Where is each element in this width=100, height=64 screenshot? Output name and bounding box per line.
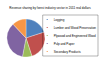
svg-text:Plywood and Engineered Wood: Plywood and Engineered Wood [54, 34, 96, 38]
svg-text:Revenue sharing by forest indu: Revenue sharing by forest industry secto… [9, 6, 91, 10]
svg-text:Secondary Products: Secondary Products [54, 50, 82, 54]
svg-text:Lumber and Wood Preservation: Lumber and Wood Preservation [54, 26, 97, 30]
svg-text:Pulp and Paper: Pulp and Paper [54, 42, 75, 46]
svg-text:Logging: Logging [54, 18, 65, 22]
